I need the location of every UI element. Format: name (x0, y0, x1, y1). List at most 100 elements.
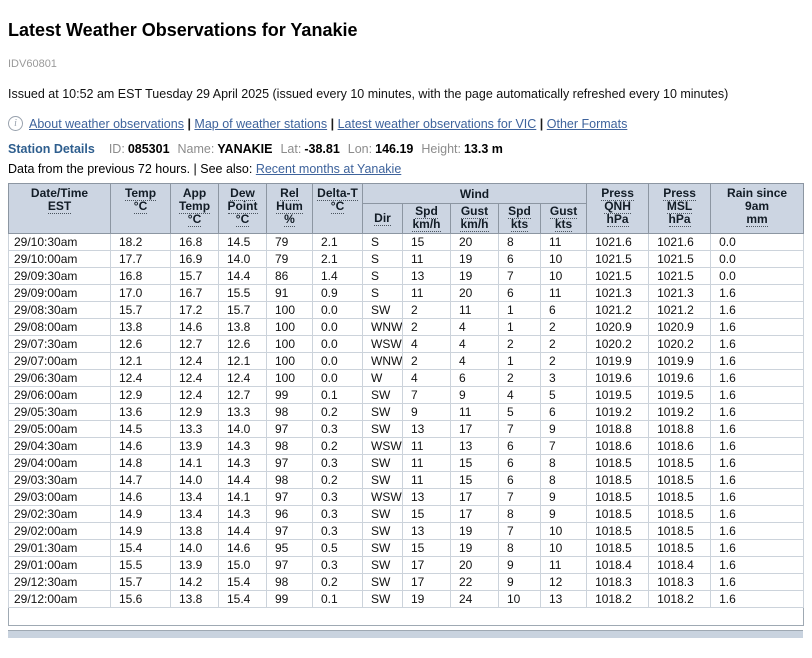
cell-rain-since-9am: 1.6 (710, 301, 805, 319)
cell-wind-spd-kts: 10 (498, 590, 541, 608)
cell-rel-hum: 96 (266, 505, 313, 523)
cell-press-qnh: 1018.8 (586, 420, 650, 438)
cell-wind-spd-kmh: 15 (402, 233, 451, 251)
cell-rain-since-9am: 1.6 (710, 386, 805, 404)
cell-press-msl: 1018.4 (648, 556, 712, 574)
cell-wind-dir: SW (362, 573, 403, 591)
cell-delta-t: 2.1 (312, 233, 363, 251)
cell-app-temp: 14.0 (170, 539, 219, 557)
info-icon: i (8, 116, 23, 131)
cell-dew-point: 12.1 (218, 352, 267, 370)
nav-link-0[interactable]: About weather observations (29, 116, 184, 131)
cell-temp: 13.6 (110, 403, 171, 421)
cell-rel-hum: 98 (266, 471, 313, 489)
cell-wind-spd-kmh: 11 (402, 454, 451, 472)
cell-wind-spd-kmh: 15 (402, 505, 451, 523)
col-header-wind-spd-kts: Spd kts (498, 203, 541, 234)
table-row: 29/02:00am 14.9 13.8 14.4 97 0.3 SW 13 19 7 10 1018… (8, 522, 805, 540)
cell-dew-point: 14.6 (218, 539, 267, 557)
cell-app-temp: 12.4 (170, 352, 219, 370)
cell-wind-dir: SW (362, 590, 403, 608)
cell-dew-point: 14.4 (218, 471, 267, 489)
cell-wind-spd-kts: 7 (498, 522, 541, 540)
table-row: 29/08:00am 13.8 14.6 13.8 100 0.0 WNW 2 4 1 2 1020.… (8, 318, 805, 336)
cell-wind-spd-kmh: 15 (402, 539, 451, 557)
cell-wind-spd-kts: 6 (498, 454, 541, 472)
cell-dew-point: 12.7 (218, 386, 267, 404)
cell-delta-t: 0.5 (312, 539, 363, 557)
cell-temp: 18.2 (110, 233, 171, 251)
cell-rel-hum: 95 (266, 539, 313, 557)
col-header-press-qnh: Press QNH hPa (586, 183, 650, 234)
cell-app-temp: 14.0 (170, 471, 219, 489)
cell-wind-gust-kts: 8 (539, 471, 588, 489)
cell-press-msl: 1019.6 (648, 369, 712, 387)
nav-link-2[interactable]: Latest weather observations for VIC (337, 116, 537, 131)
cell-wind-dir: WSW (362, 437, 403, 455)
cell-wind-gust-kts: 6 (539, 403, 588, 421)
cell-wind-dir: W (362, 369, 403, 387)
cell-rain-since-9am: 1.6 (710, 403, 805, 421)
table-row: 29/07:00am 12.1 12.4 12.1 100 0.0 WNW 2 4 1 2 1019.… (8, 352, 805, 370)
cell-wind-gust-kts: 7 (539, 437, 588, 455)
next-day-table-header-partial (8, 630, 803, 638)
cell-delta-t: 0.0 (312, 352, 363, 370)
cell-app-temp: 15.7 (170, 267, 219, 285)
cell-rel-hum: 97 (266, 454, 313, 472)
cell-wind-gust-kts: 9 (539, 420, 588, 438)
cell-delta-t: 0.0 (312, 369, 363, 387)
cell-temp: 17.7 (110, 250, 171, 268)
cell-wind-spd-kmh: 2 (402, 352, 451, 370)
cell-rain-since-9am: 1.6 (710, 352, 805, 370)
table-row: 29/01:00am 15.5 13.9 15.0 97 0.3 SW 17 20 9 11 1018… (8, 556, 805, 574)
cell-wind-spd-kts: 1 (498, 318, 541, 336)
cell-app-temp: 16.7 (170, 284, 219, 302)
cell-wind-spd-kmh: 11 (402, 471, 451, 489)
cell-press-msl: 1018.5 (648, 488, 712, 506)
cell-press-qnh: 1020.9 (586, 318, 650, 336)
cell-temp: 13.8 (110, 318, 171, 336)
table-row: 29/01:30am 15.4 14.0 14.6 95 0.5 SW 15 19 8 10 1018… (8, 539, 805, 557)
cell-temp: 15.7 (110, 301, 171, 319)
cell-temp: 15.4 (110, 539, 171, 557)
cell-wind-spd-kts: 6 (498, 437, 541, 455)
cell-wind-spd-kts: 6 (498, 284, 541, 302)
cell-app-temp: 12.4 (170, 369, 219, 387)
cell-wind-gust-kmh: 19 (450, 539, 499, 557)
cell-wind-dir: SW (362, 420, 403, 438)
cell-press-msl: 1019.9 (648, 352, 712, 370)
cell-wind-dir: WSW (362, 488, 403, 506)
cell-press-msl: 1018.8 (648, 420, 712, 438)
cell-wind-spd-kts: 7 (498, 488, 541, 506)
cell-wind-dir: WSW (362, 335, 403, 353)
nav-link-1[interactable]: Map of weather stations (194, 116, 328, 131)
cell-wind-gust-kmh: 19 (450, 267, 499, 285)
cell-press-qnh: 1018.3 (586, 573, 650, 591)
cell-wind-gust-kts: 5 (539, 386, 588, 404)
nav-link-3[interactable]: Other Formats (546, 116, 628, 131)
cell-wind-gust-kmh: 9 (450, 386, 499, 404)
cell-delta-t: 0.3 (312, 454, 363, 472)
cell-press-msl: 1021.5 (648, 250, 712, 268)
cell-wind-gust-kts: 2 (539, 352, 588, 370)
cell-rel-hum: 99 (266, 386, 313, 404)
cell-delta-t: 0.2 (312, 437, 363, 455)
cell-press-msl: 1018.5 (648, 471, 712, 489)
recent-months-link[interactable]: Recent months at Yanakie (255, 162, 402, 176)
cell-wind-gust-kts: 13 (539, 590, 588, 608)
cell-wind-gust-kmh: 15 (450, 471, 499, 489)
table-row: 29/05:00am 14.5 13.3 14.0 97 0.3 SW 13 17 7 9 1018.… (8, 420, 805, 438)
cell-wind-gust-kmh: 19 (450, 250, 499, 268)
cell-date-time: 29/03:30am (8, 471, 111, 489)
cell-wind-spd-kmh: 11 (402, 284, 451, 302)
cell-app-temp: 14.2 (170, 573, 219, 591)
cell-app-temp: 13.4 (170, 488, 219, 506)
cell-wind-spd-kmh: 4 (402, 335, 451, 353)
table-row: 29/10:00am 17.7 16.9 14.0 79 2.1 S 11 19 6 10 1021.… (8, 250, 805, 268)
cell-rel-hum: 97 (266, 522, 313, 540)
cell-wind-spd-kts: 8 (498, 233, 541, 251)
obs-tbody: 29/10:30am 18.2 16.8 14.5 79 2.1 S 15 20 8 11 1021.… (7, 233, 805, 626)
cell-date-time: 29/08:30am (8, 301, 111, 319)
table-row: 29/06:00am 12.9 12.4 12.7 99 0.1 SW 7 9 4 5 1019.5 1… (8, 386, 805, 404)
cell-wind-spd-kmh: 11 (402, 437, 451, 455)
